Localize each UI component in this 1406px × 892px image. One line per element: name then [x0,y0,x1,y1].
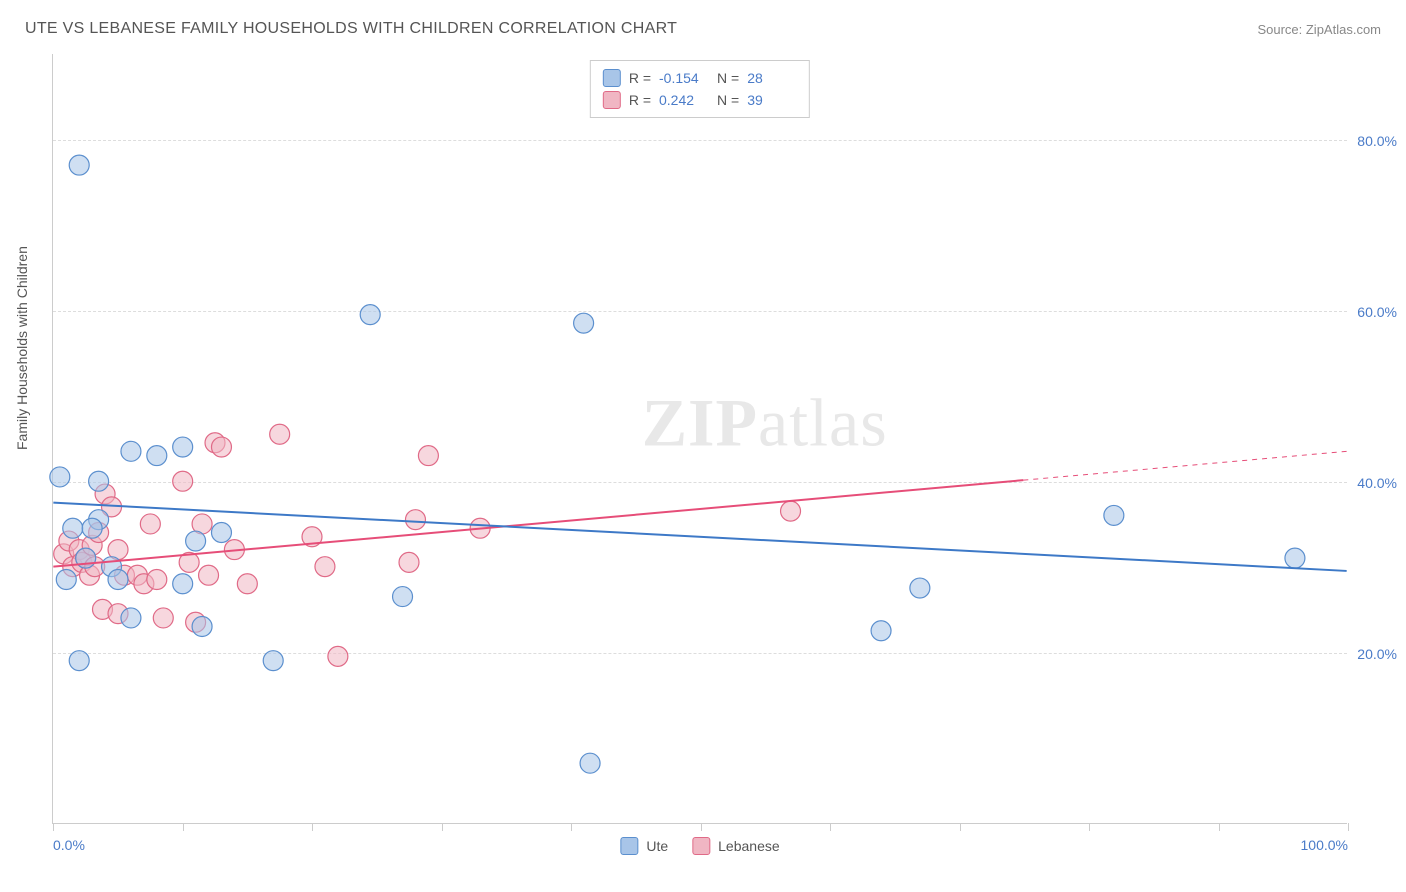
x-tick [183,823,184,831]
legend-label: Ute [646,838,668,854]
trend-line-ute [53,503,1346,571]
legend-row-ute: R = -0.154 N = 28 [603,67,797,89]
scatter-plot [53,54,1347,823]
scatter-point-ute [910,578,930,598]
scatter-point-lebanese [140,514,160,534]
scatter-point-lebanese [211,437,231,457]
x-tick [442,823,443,831]
scatter-point-ute [871,621,891,641]
scatter-point-lebanese [153,608,173,628]
x-tick [571,823,572,831]
legend-label: Lebanese [718,838,780,854]
scatter-point-ute [1104,505,1124,525]
legend-row-lebanese: R = 0.242 N = 39 [603,89,797,111]
chart-area: ZIPatlas 20.0%40.0%60.0%80.0% 0.0%100.0%… [52,54,1347,824]
scatter-point-lebanese [270,424,290,444]
scatter-point-lebanese [237,574,257,594]
x-tick-label: 0.0% [53,837,85,853]
x-tick [960,823,961,831]
trend-line-dashed-lebanese [1023,451,1346,480]
scatter-point-lebanese [199,565,219,585]
y-tick-label: 60.0% [1357,304,1397,320]
legend-item-ute: Ute [620,837,668,855]
swatch-lebanese [692,837,710,855]
scatter-point-lebanese [399,552,419,572]
chart-title: UTE VS LEBANESE FAMILY HOUSEHOLDS WITH C… [25,20,677,38]
scatter-point-lebanese [173,471,193,491]
scatter-point-ute [574,313,594,333]
r-label: R = [629,92,651,108]
scatter-point-ute [263,651,283,671]
scatter-point-ute [211,523,231,543]
n-label: N = [717,92,739,108]
x-tick [53,823,54,831]
x-tick [1219,823,1220,831]
swatch-ute [603,69,621,87]
x-tick [1348,823,1349,831]
n-value: 39 [747,92,797,108]
r-value: -0.154 [659,70,709,86]
scatter-point-ute [360,305,380,325]
n-label: N = [717,70,739,86]
scatter-point-ute [69,651,89,671]
scatter-point-ute [69,155,89,175]
scatter-point-lebanese [147,569,167,589]
scatter-point-ute [173,437,193,457]
scatter-point-ute [82,518,102,538]
scatter-point-ute [186,531,206,551]
n-value: 28 [747,70,797,86]
scatter-point-ute [121,608,141,628]
scatter-point-lebanese [315,557,335,577]
scatter-point-ute [147,446,167,466]
scatter-point-ute [393,587,413,607]
x-tick [312,823,313,831]
r-label: R = [629,70,651,86]
scatter-point-lebanese [781,501,801,521]
scatter-point-lebanese [328,646,348,666]
scatter-point-ute [173,574,193,594]
scatter-point-ute [50,467,70,487]
x-tick [830,823,831,831]
scatter-point-ute [108,569,128,589]
scatter-point-lebanese [405,510,425,530]
scatter-point-ute [121,441,141,461]
y-tick-label: 20.0% [1357,646,1397,662]
scatter-point-ute [56,569,76,589]
legend-series: Ute Lebanese [620,837,779,855]
scatter-point-ute [192,616,212,636]
legend-correlation: R = -0.154 N = 28 R = 0.242 N = 39 [590,60,810,118]
swatch-ute [620,837,638,855]
swatch-lebanese [603,91,621,109]
x-tick [1089,823,1090,831]
scatter-point-lebanese [418,446,438,466]
scatter-point-ute [63,518,83,538]
legend-item-lebanese: Lebanese [692,837,780,855]
y-axis-label: Family Households with Children [14,246,30,450]
y-tick-label: 40.0% [1357,475,1397,491]
source-label: Source: ZipAtlas.com [1257,22,1381,37]
x-tick [701,823,702,831]
scatter-point-ute [1285,548,1305,568]
x-tick-label: 100.0% [1301,837,1348,853]
r-value: 0.242 [659,92,709,108]
scatter-point-ute [580,753,600,773]
scatter-point-ute [89,471,109,491]
y-tick-label: 80.0% [1357,133,1397,149]
